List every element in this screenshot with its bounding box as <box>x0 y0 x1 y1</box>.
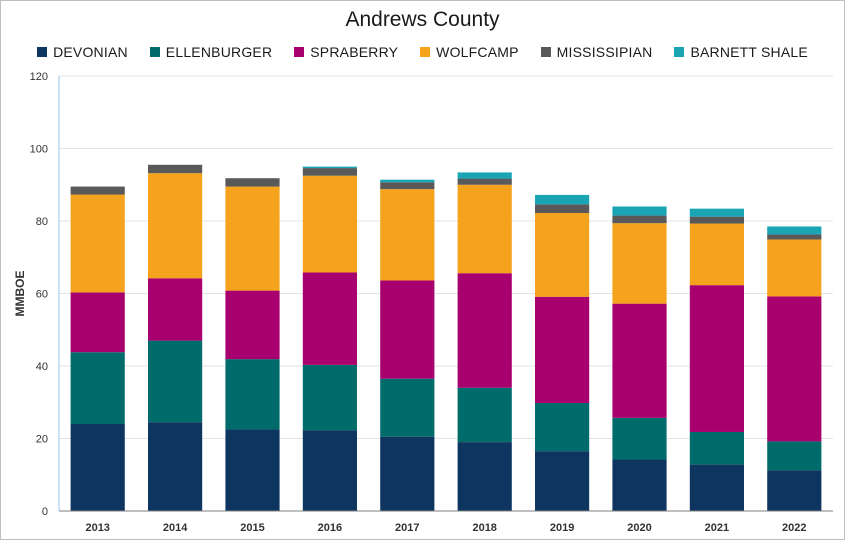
x-tick-label: 2015 <box>240 522 264 534</box>
bar-mississipian-2014 <box>148 164 203 174</box>
bar-barnett-shale-2022 <box>767 226 822 235</box>
y-tick-label: 80 <box>36 216 48 228</box>
bar-spraberry-2013 <box>70 292 125 353</box>
chart-legend: DEVONIAN ELLENBURGER SPRABERRY WOLFCAMP MISS… <box>0 44 845 60</box>
legend-label: ELLENBURGER <box>165 44 273 60</box>
legend-label: WOLFCAMP <box>436 44 519 60</box>
bar-wolfcamp-2016 <box>302 175 357 273</box>
y-tick-label: 120 <box>30 71 48 83</box>
bar-ellenburger-2014 <box>148 340 203 423</box>
x-tick-label: 2020 <box>627 522 651 534</box>
bar-wolfcamp-2022 <box>767 239 822 297</box>
bar-wolfcamp-2019 <box>535 213 590 297</box>
bar-spraberry-2015 <box>225 290 280 360</box>
bar-mississipian-2017 <box>380 182 435 190</box>
bar-ellenburger-2015 <box>225 359 280 430</box>
legend-swatch <box>420 47 431 57</box>
bar-mississipian-2022 <box>767 234 822 240</box>
x-tick-label: 2016 <box>318 522 342 534</box>
bar-spraberry-2019 <box>535 296 590 403</box>
y-tick-label: 20 <box>36 434 48 446</box>
y-tick-label: 100 <box>30 144 48 156</box>
bar-devonian-2016 <box>302 430 357 511</box>
legend-item-spraberry: SPRABERRY <box>294 44 398 60</box>
bar-devonian-2013 <box>70 424 125 511</box>
legend-label: DEVONIAN <box>53 44 128 60</box>
legend-swatch <box>674 47 685 57</box>
bar-barnett-shale-2021 <box>689 208 744 217</box>
bar-spraberry-2018 <box>457 273 512 388</box>
legend-item-wolfcamp: WOLFCAMP <box>420 44 519 60</box>
bar-ellenburger-2021 <box>689 431 744 465</box>
legend-label: MISSISSIPIAN <box>556 44 653 60</box>
legend-swatch <box>149 47 160 57</box>
bar-spraberry-2017 <box>380 280 435 379</box>
bar-wolfcamp-2014 <box>148 173 203 279</box>
bar-spraberry-2016 <box>302 272 357 365</box>
bar-ellenburger-2020 <box>612 417 667 460</box>
bar-spraberry-2021 <box>689 285 744 432</box>
legend-label: BARNETT SHALE <box>690 44 808 60</box>
y-tick-label: 0 <box>42 506 48 518</box>
bars <box>70 164 822 511</box>
x-tick-label: 2021 <box>705 522 729 534</box>
legend-swatch <box>294 47 305 57</box>
bar-barnett-shale-2019 <box>535 194 590 205</box>
bar-spraberry-2022 <box>767 296 822 442</box>
bar-mississipian-2020 <box>612 215 667 224</box>
bar-devonian-2019 <box>535 451 590 511</box>
legend-item-mississipian: MISSISSIPIAN <box>540 44 653 60</box>
bar-barnett-shale-2018 <box>457 172 512 179</box>
bar-ellenburger-2018 <box>457 387 512 443</box>
bar-wolfcamp-2015 <box>225 186 280 291</box>
x-tick-label: 2017 <box>395 522 419 534</box>
bar-devonian-2021 <box>689 464 744 511</box>
bar-mississipian-2018 <box>457 178 512 185</box>
bar-barnett-shale-2017 <box>380 179 435 183</box>
x-tick-label: 2018 <box>472 522 496 534</box>
bar-wolfcamp-2017 <box>380 189 435 281</box>
bar-devonian-2017 <box>380 436 435 511</box>
bar-mississipian-2021 <box>689 216 744 224</box>
x-tick-label: 2019 <box>550 522 574 534</box>
bar-ellenburger-2016 <box>302 364 357 431</box>
bar-barnett-shale-2016 <box>302 166 357 169</box>
bar-ellenburger-2013 <box>70 352 125 424</box>
bar-mississipian-2016 <box>302 168 357 176</box>
bar-spraberry-2014 <box>148 278 203 341</box>
legend-swatch <box>540 47 551 57</box>
y-tick-label: 60 <box>36 289 48 301</box>
bar-mississipian-2015 <box>225 178 280 187</box>
x-tick-label: 2022 <box>782 522 806 534</box>
x-tick-label: 2013 <box>85 522 109 534</box>
bar-devonian-2022 <box>767 470 822 511</box>
bar-mississipian-2019 <box>535 204 590 214</box>
x-axis-ticks: 2013 2014 2015 2016 2017 2018 2019 2020 2021 2022 <box>85 522 806 534</box>
bar-devonian-2015 <box>225 429 280 511</box>
bar-devonian-2014 <box>148 422 203 511</box>
legend-item-devonian: DEVONIAN <box>37 44 128 60</box>
bar-wolfcamp-2020 <box>612 223 667 304</box>
bar-devonian-2020 <box>612 459 667 511</box>
bar-spraberry-2020 <box>612 303 667 418</box>
y-axis-ticks: 0 20 40 60 80 100 120 <box>30 71 48 518</box>
bar-ellenburger-2022 <box>767 441 822 471</box>
legend-item-ellenburger: ELLENBURGER <box>149 44 273 60</box>
bar-ellenburger-2019 <box>535 402 590 452</box>
y-axis-label: MMBOE <box>13 271 27 317</box>
bar-wolfcamp-2013 <box>70 194 125 293</box>
x-tick-label: 2014 <box>163 522 188 534</box>
y-tick-label: 40 <box>36 361 48 373</box>
legend-swatch <box>37 47 48 57</box>
bar-wolfcamp-2018 <box>457 184 512 274</box>
bar-devonian-2018 <box>457 442 512 511</box>
bar-mississipian-2013 <box>70 186 125 195</box>
chart-title: Andrews County <box>345 8 500 31</box>
legend-item-barnett-shale: BARNETT SHALE <box>674 44 808 60</box>
bar-barnett-shale-2020 <box>612 206 667 216</box>
bar-wolfcamp-2021 <box>689 223 744 286</box>
legend-label: SPRABERRY <box>310 44 399 60</box>
bar-ellenburger-2017 <box>380 378 435 437</box>
